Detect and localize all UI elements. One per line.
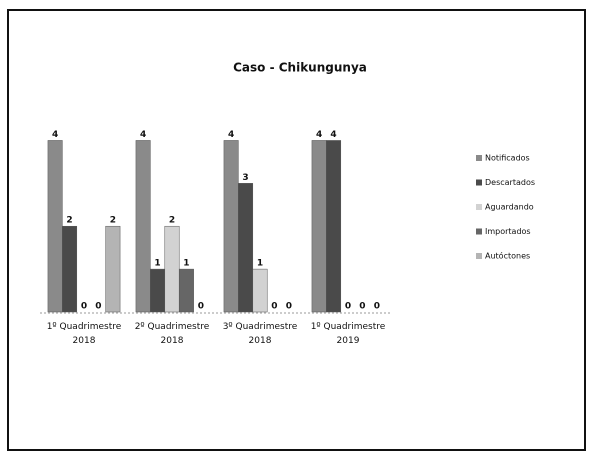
data-label: 4 xyxy=(228,130,234,140)
chart-border xyxy=(7,9,586,451)
legend-label: Notificados xyxy=(485,154,530,163)
bar xyxy=(223,140,239,313)
data-label: 0 xyxy=(345,302,351,312)
data-label: 2 xyxy=(66,216,72,226)
bar xyxy=(311,140,327,313)
legend-label: Descartados xyxy=(485,178,535,187)
bar xyxy=(150,268,166,313)
data-label: 0 xyxy=(81,302,87,312)
data-label: 0 xyxy=(95,302,101,312)
x-tick-label: 3º Quadrimestre 2018 xyxy=(222,322,298,346)
bar xyxy=(47,140,63,313)
data-label: 0 xyxy=(198,302,204,312)
data-label: 1 xyxy=(183,259,189,269)
chart-title: Caso - Chikungunya xyxy=(233,61,367,75)
legend-swatch xyxy=(476,179,482,186)
data-label: 1 xyxy=(154,259,160,269)
bar xyxy=(135,140,151,313)
data-label: 0 xyxy=(271,302,277,312)
data-label: 0 xyxy=(374,302,380,312)
legend-label: Aguardando xyxy=(485,203,534,212)
legend-label: Importados xyxy=(485,227,531,236)
bar xyxy=(326,140,342,313)
x-tick-label: 2º Quadrimestre 2018 xyxy=(134,322,210,346)
legend-swatch xyxy=(476,228,482,235)
data-label: 2 xyxy=(169,216,175,226)
data-label: 4 xyxy=(330,130,336,140)
bar xyxy=(164,225,180,313)
data-label: 4 xyxy=(140,130,146,140)
x-tick-label: 1º Quadrimestre 2018 xyxy=(46,322,122,346)
data-label: 1 xyxy=(257,259,263,269)
legend-swatch xyxy=(476,204,482,210)
legend-swatch xyxy=(476,253,482,259)
data-label: 0 xyxy=(359,302,365,312)
bar xyxy=(252,268,268,313)
x-tick-label: 1º Quadrimestre 2019 xyxy=(310,322,386,346)
bar xyxy=(178,268,194,313)
legend-swatch xyxy=(476,155,482,161)
data-label: 2 xyxy=(110,216,116,226)
bar xyxy=(105,225,121,313)
data-label: 3 xyxy=(242,173,248,183)
data-label: 4 xyxy=(52,130,58,140)
data-label: 4 xyxy=(316,130,322,140)
bar xyxy=(62,225,78,313)
bar xyxy=(238,183,254,313)
data-label: 0 xyxy=(286,302,292,312)
legend-label: Autóctones xyxy=(485,251,530,261)
